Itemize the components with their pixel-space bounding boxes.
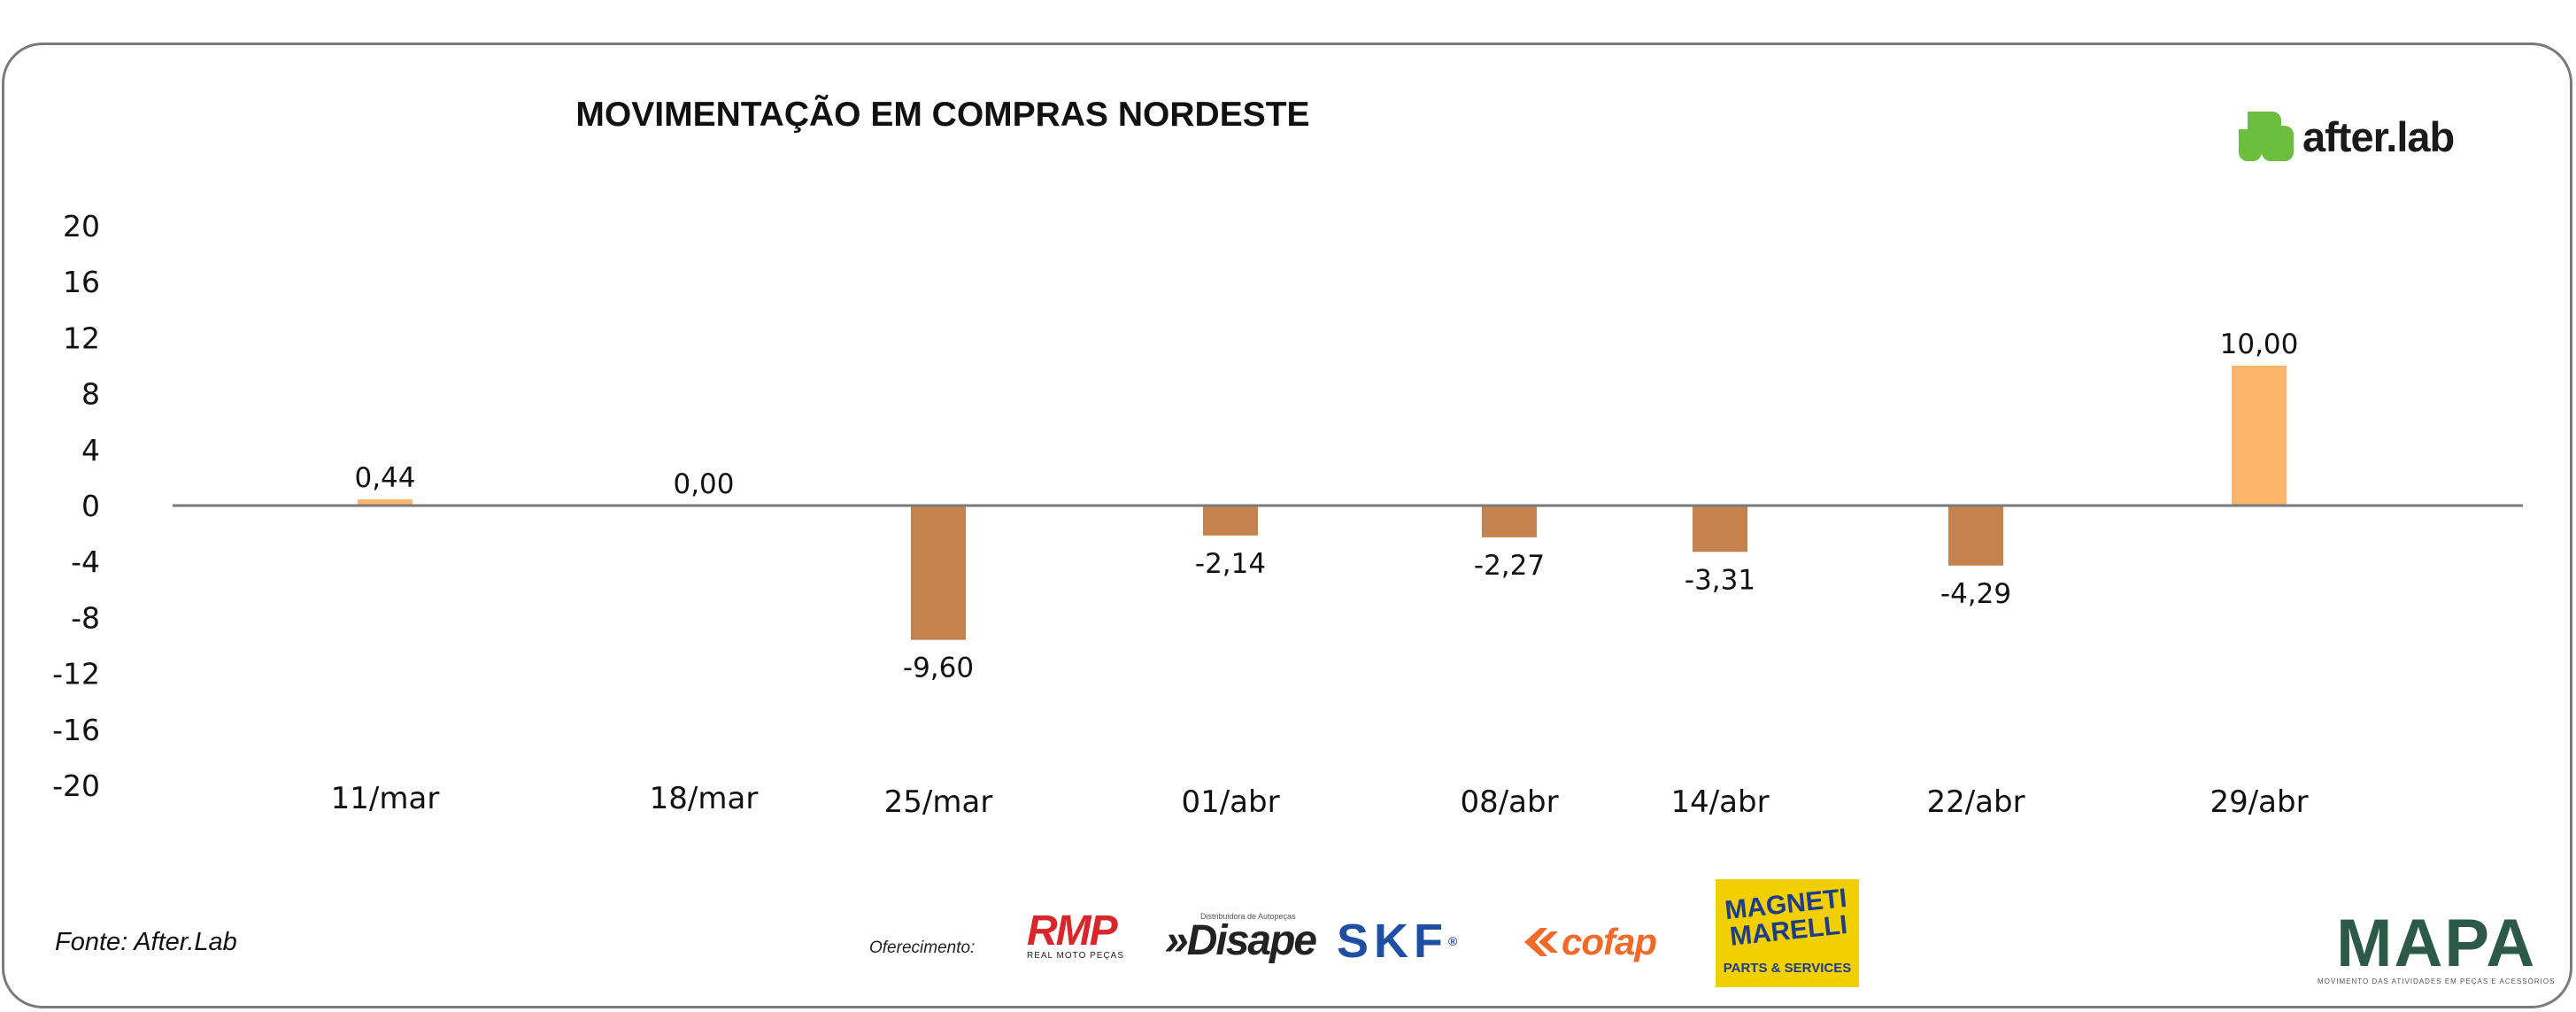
data-label: -2,27 [1474, 550, 1545, 582]
bar [1482, 506, 1537, 537]
after-lab-logo-icon [2239, 112, 2294, 161]
disape-logo: Distribuidora de Autopeças »Disape [1165, 912, 1317, 964]
data-label: -4,29 [1940, 578, 2011, 610]
x-tick-label: 25/mar [884, 784, 993, 820]
skf-logo: SKF® [1337, 917, 1457, 965]
disape-logo-name: »Disape [1165, 917, 1317, 964]
bar [1948, 506, 2003, 566]
bar [911, 506, 966, 640]
y-tick-label: 4 [81, 433, 100, 467]
bar [2232, 366, 2287, 506]
cofap-logo-name: cofap [1562, 921, 1657, 962]
data-label: 10,00 [2220, 328, 2299, 360]
y-tick-label: -8 [71, 600, 100, 635]
y-tick-label: 20 [63, 209, 100, 243]
data-label: 0,44 [354, 462, 415, 494]
skf-logo-name: SKF [1337, 915, 1448, 968]
x-tick-label: 29/abr [2210, 784, 2308, 820]
magneti-marelli-logo-tagline: PARTS & SERVICES [1723, 961, 1852, 976]
cofap-chevron-icon [1524, 928, 1558, 956]
mapa-logo: MAPA MOVIMENTO DAS ATIVIDADES EM PEÇAS E… [2318, 906, 2556, 986]
y-tick-label: 12 [63, 321, 100, 355]
rmp-logo-tagline: REAL MOTO PEÇAS [1027, 951, 1125, 961]
disape-logo-tagline: Distribuidora de Autopeças [1200, 912, 1296, 921]
x-tick-label: 08/abr [1460, 784, 1558, 820]
bar [1693, 506, 1747, 552]
rmp-logo: RMP REAL MOTO PEÇAS [1027, 908, 1142, 965]
mapa-logo-tagline: MOVIMENTO DAS ATIVIDADES EM PEÇAS E ACES… [2318, 977, 2556, 985]
y-tick-label: -12 [52, 657, 100, 691]
rmp-logo-name: RMP [1027, 908, 1118, 954]
after-lab-wordmark: after.lab [2302, 112, 2455, 160]
x-tick-label: 11/mar [331, 781, 440, 816]
after-lab-logo: after.lab [2235, 108, 2455, 165]
magneti-marelli-logo-name: MAGNETI MARELLI [1723, 883, 1849, 952]
sponsor-label: Oferecimento: [869, 939, 976, 957]
y-tick-label: 16 [63, 265, 100, 299]
data-label: -9,60 [903, 653, 974, 684]
y-tick-label: -16 [52, 713, 100, 747]
cofap-logo: cofap [1521, 921, 1657, 963]
data-label: -2,14 [1195, 548, 1266, 580]
mapa-logo-name: MAPA [2336, 906, 2537, 981]
y-tick-label: 0 [81, 489, 100, 523]
y-tick-label: -4 [71, 545, 100, 579]
x-tick-label: 18/mar [650, 781, 759, 816]
x-tick-label: 01/abr [1181, 784, 1279, 820]
y-tick-label: -20 [52, 769, 100, 803]
bar [1203, 506, 1258, 536]
chart-title: MOVIMENTAÇÃO EM COMPRAS NORDESTE [575, 96, 1310, 134]
x-tick-label: 14/abr [1670, 784, 1769, 820]
x-tick-label: 22/abr [1926, 784, 2025, 820]
magneti-marelli-logo: MAGNETI MARELLI PARTS & SERVICES [1716, 879, 1859, 987]
registered-mark-icon: ® [1448, 934, 1458, 948]
bar [358, 499, 413, 506]
source-note: Fonte: After.Lab [55, 928, 237, 956]
data-label: -3,31 [1685, 564, 1755, 596]
data-label: 0,00 [673, 468, 734, 500]
y-tick-label: 8 [81, 377, 100, 412]
chart-frame [2, 42, 2572, 1008]
